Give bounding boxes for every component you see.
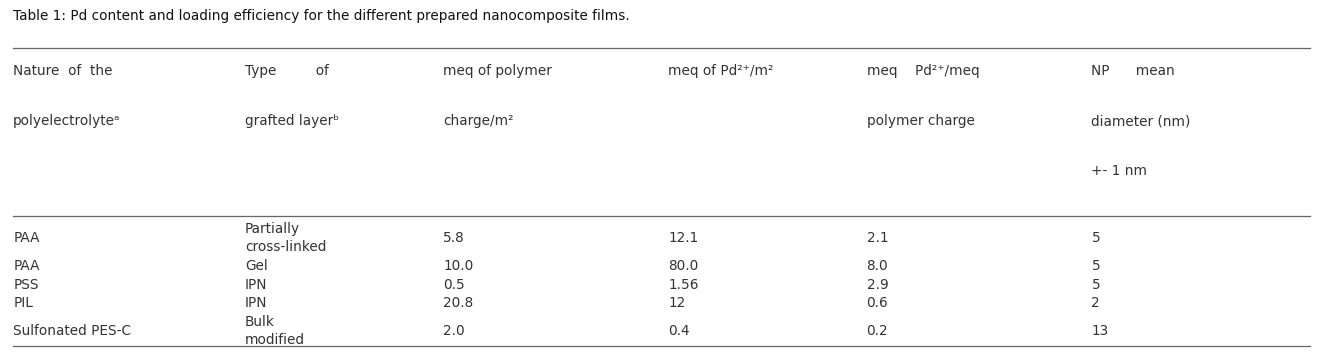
Text: IPN: IPN bbox=[245, 278, 267, 292]
Text: 0.2: 0.2 bbox=[867, 324, 888, 338]
Text: 5: 5 bbox=[1091, 278, 1101, 292]
Text: 8.0: 8.0 bbox=[867, 259, 888, 273]
Text: +- 1 nm: +- 1 nm bbox=[1091, 164, 1147, 178]
Text: grafted layerᵇ: grafted layerᵇ bbox=[245, 114, 339, 128]
Text: 13: 13 bbox=[1091, 324, 1109, 338]
Text: polyelectrolyteᵃ: polyelectrolyteᵃ bbox=[13, 114, 120, 128]
Text: meq    Pd²⁺/meq: meq Pd²⁺/meq bbox=[867, 64, 979, 78]
Text: PAA: PAA bbox=[13, 231, 40, 245]
Text: 2.9: 2.9 bbox=[867, 278, 888, 292]
Text: 20.8: 20.8 bbox=[443, 296, 474, 310]
Text: 2: 2 bbox=[1091, 296, 1101, 310]
Text: 1.56: 1.56 bbox=[668, 278, 699, 292]
Text: 0.5: 0.5 bbox=[443, 278, 464, 292]
Text: NP      mean: NP mean bbox=[1091, 64, 1175, 78]
Text: 0.4: 0.4 bbox=[668, 324, 689, 338]
Text: Sulfonated PES-C: Sulfonated PES-C bbox=[13, 324, 131, 338]
Text: Gel: Gel bbox=[245, 259, 267, 273]
Text: 10.0: 10.0 bbox=[443, 259, 474, 273]
Text: 2.0: 2.0 bbox=[443, 324, 464, 338]
Text: diameter (nm): diameter (nm) bbox=[1091, 114, 1191, 128]
Text: 12.1: 12.1 bbox=[668, 231, 699, 245]
Text: charge/m²: charge/m² bbox=[443, 114, 513, 128]
Text: 5: 5 bbox=[1091, 259, 1101, 273]
Text: Partially
cross-linked: Partially cross-linked bbox=[245, 222, 327, 254]
Text: Nature  of  the: Nature of the bbox=[13, 64, 112, 78]
Text: Bulk
modified: Bulk modified bbox=[245, 315, 304, 347]
Text: 2.1: 2.1 bbox=[867, 231, 888, 245]
Text: 0.6: 0.6 bbox=[867, 296, 888, 310]
Text: PSS: PSS bbox=[13, 278, 38, 292]
Text: polymer charge: polymer charge bbox=[867, 114, 975, 128]
Text: 80.0: 80.0 bbox=[668, 259, 699, 273]
Text: IPN: IPN bbox=[245, 296, 267, 310]
Text: Type         of: Type of bbox=[245, 64, 328, 78]
Text: 12: 12 bbox=[668, 296, 685, 310]
Text: 5.8: 5.8 bbox=[443, 231, 464, 245]
Text: PAA: PAA bbox=[13, 259, 40, 273]
Text: 5: 5 bbox=[1091, 231, 1101, 245]
Text: Table 1: Pd content and loading efficiency for the different prepared nanocompos: Table 1: Pd content and loading efficien… bbox=[13, 9, 630, 23]
Text: meq of polymer: meq of polymer bbox=[443, 64, 552, 78]
Text: meq of Pd²⁺/m²: meq of Pd²⁺/m² bbox=[668, 64, 774, 78]
Text: PIL: PIL bbox=[13, 296, 33, 310]
